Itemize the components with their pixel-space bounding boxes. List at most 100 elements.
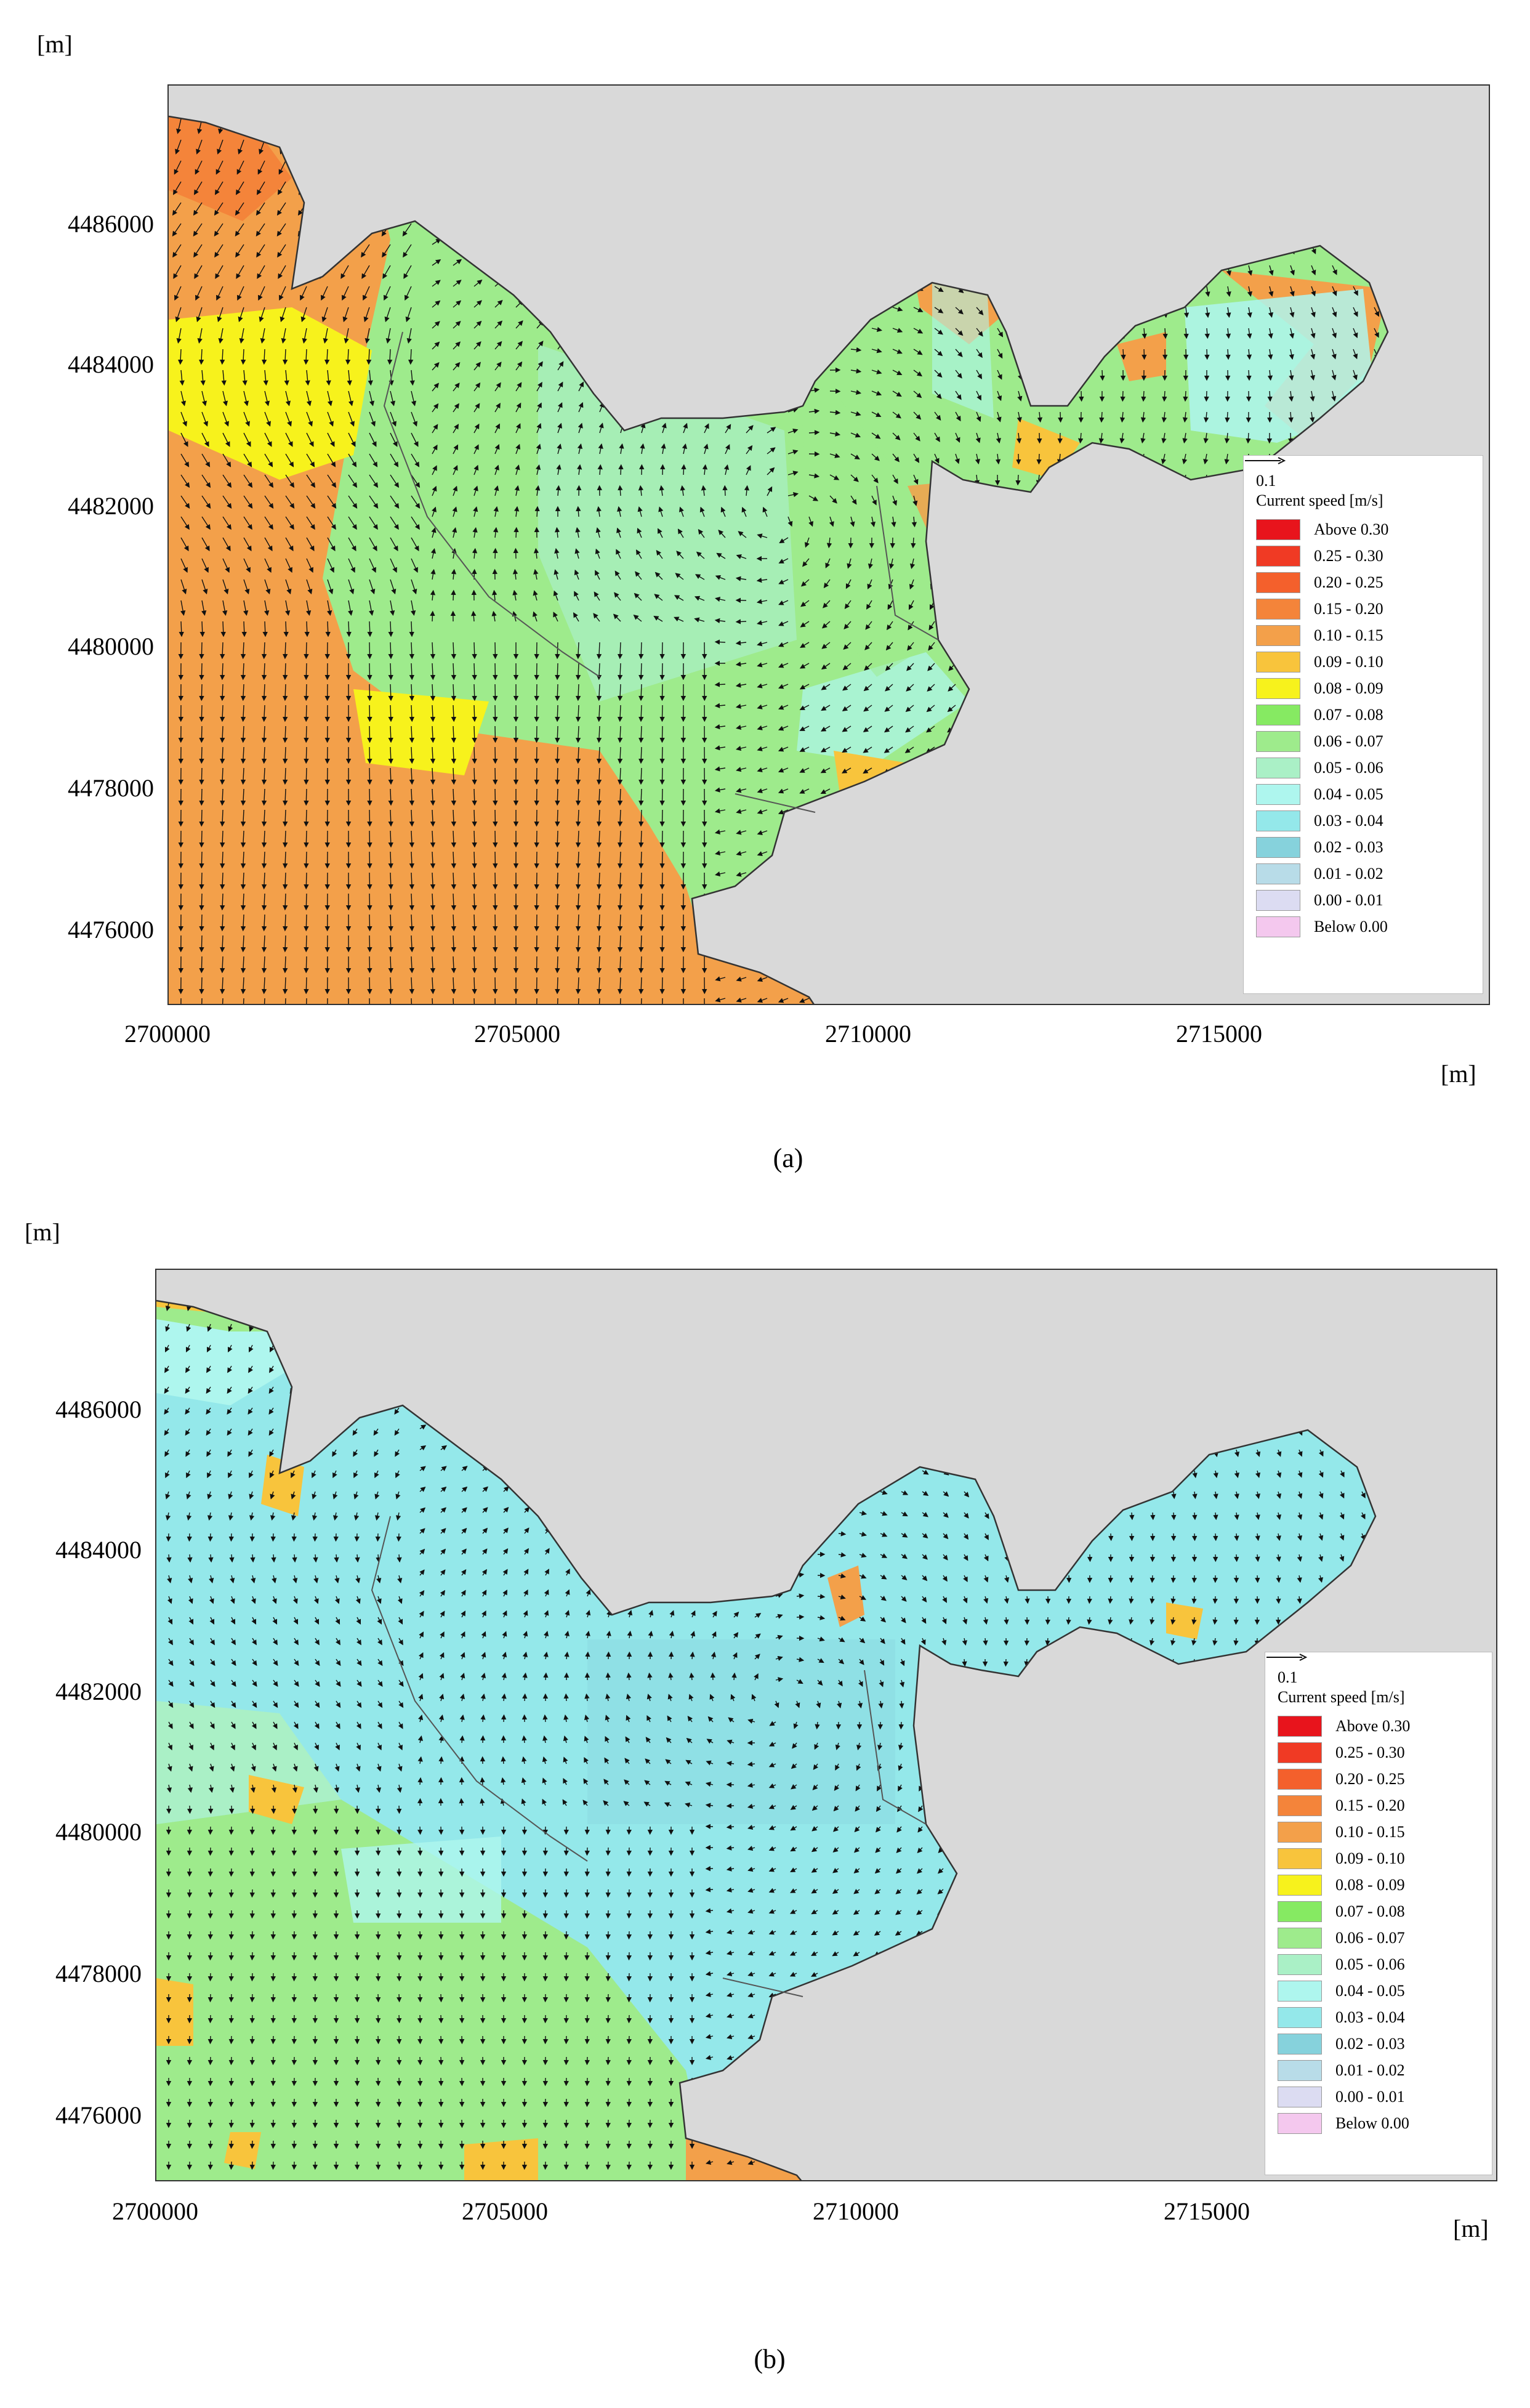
current-vector-arrow	[1012, 600, 1019, 610]
current-vector-arrow	[1361, 1449, 1366, 1457]
current-vector-arrow	[1073, 663, 1082, 671]
current-vector-arrow	[503, 1403, 510, 1409]
current-vector-arrow	[712, 1445, 720, 1451]
current-vector-arrow	[199, 663, 204, 681]
current-vector-arrow	[473, 362, 481, 371]
current-vector-arrow	[1010, 663, 1019, 671]
current-vector-arrow	[934, 244, 944, 250]
current-vector-arrow	[1184, 244, 1190, 255]
current-vector-arrow	[829, 262, 841, 267]
current-vector-arrow	[904, 788, 914, 794]
current-vector-arrow	[620, 340, 627, 350]
current-vector-arrow	[1080, 286, 1085, 297]
current-vector-arrow	[388, 830, 393, 848]
current-vector-arrow	[1458, 119, 1465, 125]
current-vector-arrow	[787, 281, 799, 287]
current-vector-arrow	[334, 1805, 339, 1814]
current-vector-arrow	[817, 1342, 826, 1347]
current-vector-arrow	[1479, 349, 1484, 357]
current-vector-arrow	[323, 328, 328, 344]
current-vector-arrow	[1023, 1700, 1029, 1708]
current-vector-arrow	[1212, 1742, 1217, 1750]
current-vector-arrow	[683, 217, 692, 224]
current-vector-arrow	[388, 705, 393, 722]
current-vector-arrow	[1113, 767, 1124, 774]
current-vector-arrow	[1206, 244, 1211, 255]
current-vector-arrow	[1062, 1930, 1069, 1936]
current-vector-arrow	[951, 558, 957, 569]
current-vector-arrow	[494, 320, 503, 329]
current-vector-arrow	[1036, 495, 1041, 507]
current-vector-arrow	[1198, 767, 1207, 775]
current-vector-arrow	[388, 914, 393, 932]
current-vector-arrow	[1360, 1596, 1366, 1604]
current-vector-arrow	[397, 1847, 402, 1856]
current-vector-arrow	[1319, 1386, 1324, 1394]
current-vector-arrow	[1319, 1303, 1325, 1309]
current-vector-arrow	[970, 621, 977, 631]
current-vector-arrow	[987, 851, 998, 857]
current-vector-arrow	[1006, 1282, 1011, 1287]
current-vector-arrow	[1204, 390, 1209, 402]
current-vector-arrow	[453, 197, 463, 203]
legend-item: 0.05 - 0.06	[1256, 756, 1447, 778]
current-vector-arrow	[1153, 1282, 1156, 1288]
current-vector-arrow	[920, 1679, 925, 1688]
current-vector-arrow	[270, 1826, 276, 1835]
current-vector-arrow	[482, 1445, 489, 1450]
current-vector-arrow	[955, 160, 965, 166]
current-vector-arrow	[1201, 600, 1207, 610]
current-vector-arrow	[628, 1527, 634, 1534]
current-vector-arrow	[850, 368, 862, 374]
current-vector-arrow	[940, 1700, 946, 1709]
current-vector-arrow	[216, 286, 223, 301]
current-vector-arrow	[403, 181, 412, 195]
current-vector-arrow	[922, 1385, 930, 1391]
legend-item: 0.01 - 0.02	[1256, 862, 1447, 884]
current-vector-arrow	[261, 349, 267, 365]
current-vector-arrow	[1404, 1303, 1409, 1308]
current-vector-arrow	[1053, 621, 1061, 630]
current-vector-arrow	[1102, 98, 1107, 107]
current-vector-arrow	[670, 1444, 677, 1450]
current-vector-arrow	[1437, 119, 1444, 126]
current-vector-arrow	[967, 725, 977, 733]
current-vector-arrow	[650, 1382, 656, 1388]
current-vector-arrow	[746, 363, 755, 371]
current-vector-arrow	[1018, 160, 1026, 169]
legend-label: 0.08 - 0.09	[1314, 679, 1383, 697]
current-vector-arrow	[1149, 1679, 1154, 1687]
current-vector-arrow	[1467, 1303, 1472, 1307]
current-vector-arrow	[1135, 746, 1145, 753]
current-vector-arrow	[515, 341, 523, 350]
current-vector-arrow	[1488, 1554, 1491, 1560]
current-vector-arrow	[767, 281, 777, 287]
current-vector-arrow	[409, 621, 414, 637]
current-vector-arrow	[1159, 558, 1166, 568]
current-vector-arrow	[787, 198, 799, 203]
current-vector-arrow	[472, 935, 477, 953]
current-vector-arrow	[302, 118, 307, 134]
current-vector-arrow	[1065, 1742, 1070, 1750]
current-vector-arrow	[462, 1280, 468, 1282]
current-vector-arrow	[976, 244, 985, 252]
current-vector-arrow	[715, 955, 726, 961]
current-vector-arrow	[892, 180, 904, 185]
current-vector-arrow	[1340, 1428, 1345, 1436]
current-vector-arrow	[587, 1423, 594, 1429]
current-vector-arrow	[662, 175, 671, 182]
current-vector-arrow	[1458, 98, 1466, 104]
current-vector-arrow	[1005, 1491, 1010, 1498]
current-vector-arrow	[388, 767, 393, 785]
current-vector-arrow	[704, 116, 714, 119]
current-vector-arrow	[432, 341, 440, 350]
current-vector-arrow	[381, 202, 391, 216]
current-vector-arrow	[563, 1868, 569, 1877]
current-vector-arrow	[662, 402, 667, 413]
current-vector-arrow	[725, 280, 734, 287]
current-vector-arrow	[1404, 1513, 1407, 1518]
current-vector-arrow	[1045, 1554, 1051, 1562]
current-vector-arrow	[1488, 1492, 1492, 1497]
current-vector-arrow	[563, 1910, 569, 1919]
current-vector-arrow	[850, 116, 862, 121]
